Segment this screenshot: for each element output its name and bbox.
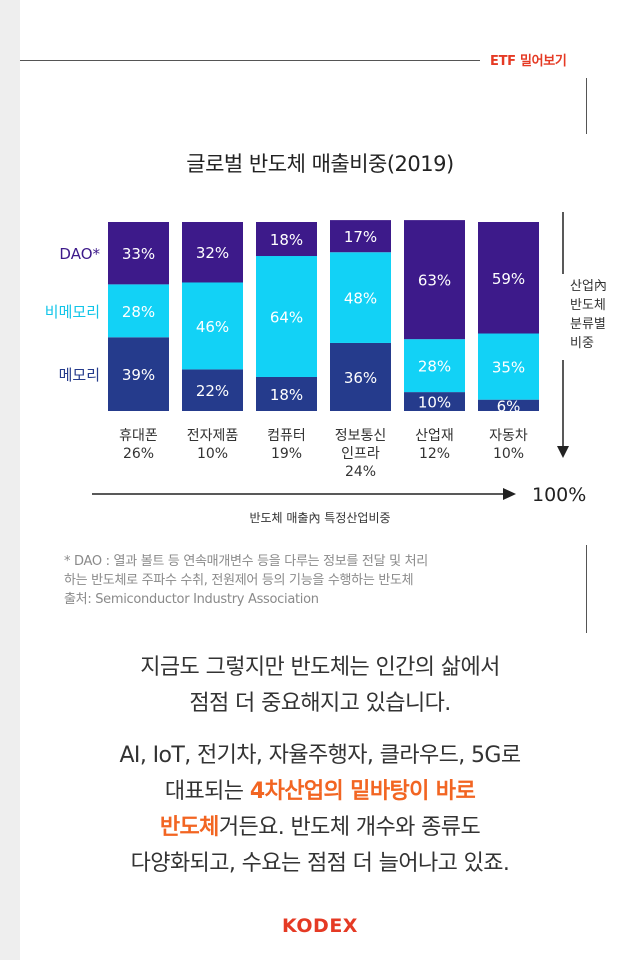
data-label: 36% (344, 369, 377, 387)
header-rule (20, 60, 480, 61)
data-label: 17% (344, 228, 377, 246)
data-label: 63% (418, 272, 451, 290)
x-axis-end-label: 100% (532, 484, 586, 506)
category-share: 10% (197, 446, 228, 462)
data-label: 64% (270, 309, 303, 327)
data-label: 48% (344, 290, 377, 308)
bar-segment (182, 369, 243, 411)
body-line: 다양화되고, 수요는 점점 더 늘어나고 있죠. (130, 851, 510, 876)
category-share: 10% (493, 446, 524, 462)
bar-segment (478, 222, 539, 334)
data-label: 35% (492, 359, 525, 377)
bar-segment (404, 220, 465, 340)
data-label: 39% (122, 366, 155, 384)
footnote: * DAO : 열과 볼트 등 연속매개변수 등을 다루는 정보를 전달 및 처… (64, 552, 579, 609)
data-label: 46% (196, 318, 229, 336)
data-label: 18% (270, 386, 303, 404)
body-line: 지금도 그렇지만 반도체는 인간의 삶에서 (140, 655, 500, 680)
chart-title: 글로벌 반도체 매출비중(2019) (186, 152, 454, 176)
right-axis-label-bg (545, 274, 595, 360)
footnote-source: 출처: Semiconductor Industry Association (64, 592, 319, 607)
bar-segment (256, 222, 317, 257)
data-label: 32% (196, 244, 229, 262)
body-text: 거든요. 반도체 개수와 종류도 (218, 815, 481, 840)
data-label: 18% (270, 231, 303, 249)
category-share: 24% (345, 464, 376, 480)
category-share: 19% (271, 446, 302, 462)
data-label: 22% (196, 382, 229, 400)
bar-segment (404, 339, 465, 393)
data-label: 28% (122, 303, 155, 321)
stacked-bar-chart: 39% 28% 33% 휴대폰 26% 22% 46% 32% 전자제품 10% 18% 64% 18%… (45, 212, 607, 525)
left-margin-strip (0, 0, 20, 960)
body-line: 대표되는 4차산업의 밑바탕이 바로 (0, 774, 640, 810)
bar-segment (108, 284, 169, 338)
data-label: 59% (492, 270, 525, 288)
legend-entry: DAO* (59, 245, 100, 263)
body-line: 반도체거든요. 반도체 개수와 종류도 (0, 810, 640, 846)
right-rule-bottom (586, 545, 587, 633)
category-share: 26% (123, 446, 154, 462)
category-label: 컴퓨터 (267, 428, 306, 444)
right-axis-label: 반도체 (570, 298, 606, 313)
bar-segment (330, 252, 391, 343)
bar-segment (330, 220, 391, 253)
series-tag: ETF 밀어보기 (490, 54, 567, 69)
category-label: 정보통신 (335, 428, 387, 444)
bar-segment (404, 392, 465, 411)
right-rule-top (586, 78, 587, 134)
bar-segment (256, 376, 317, 411)
data-label: 28% (418, 358, 451, 376)
x-axis-arrowhead (503, 488, 516, 500)
body-paragraph-1: 지금도 그렇지만 반도체는 인간의 삶에서 점점 더 중요해지고 있습니다. (0, 650, 640, 722)
category-label: 전자제품 (187, 428, 239, 444)
bar-segment (478, 399, 539, 411)
bar-segment (108, 222, 169, 285)
highlight-text: 4차산업의 밑바탕이 바로 (249, 779, 476, 804)
right-axis-label: 분류별 (570, 317, 606, 332)
category-label: 인프라 (341, 446, 380, 462)
highlight-text: 반도체 (159, 815, 220, 840)
footnote-line: 하는 반도체로 주파수 수취, 전원제어 등의 기능을 수행하는 반도체 (64, 573, 414, 588)
body-line: AI, IoT, 전기차, 자율주행자, 클라우드, 5G로 (119, 743, 521, 768)
bar-segment (256, 256, 317, 377)
bar-segment (478, 333, 539, 400)
data-label: 33% (122, 245, 155, 263)
category-share: 12% (419, 446, 450, 462)
right-axis-arrowhead (557, 446, 569, 458)
bar-segment (182, 282, 243, 370)
footnote-line: * DAO : 열과 볼트 등 연속매개변수 등을 다루는 정보를 전달 및 처… (64, 554, 428, 569)
body-paragraph-2: AI, IoT, 전기차, 자율주행자, 클라우드, 5G로 대표되는 4차산업… (0, 738, 640, 882)
body-line: 점점 더 중요해지고 있습니다. (189, 691, 451, 716)
bar-segment (108, 337, 169, 411)
category-label: 휴대폰 (119, 428, 158, 444)
legend-entry: 비메모리 (45, 303, 100, 321)
right-axis-label: 산업內 (570, 279, 607, 294)
category-label: 산업재 (415, 428, 454, 444)
legend-entry: 메모리 (59, 366, 100, 384)
bar-segment (330, 342, 391, 411)
x-axis-title: 반도체 매출內 특정산업비중 (249, 511, 390, 525)
data-label: 6% (497, 397, 521, 415)
right-axis-label: 비중 (570, 336, 594, 351)
bar-segment (182, 222, 243, 283)
body-text: 대표되는 (164, 779, 250, 804)
data-label: 10% (418, 394, 451, 412)
kodex-logo: KODEX (282, 915, 358, 937)
category-label: 자동차 (489, 428, 528, 444)
